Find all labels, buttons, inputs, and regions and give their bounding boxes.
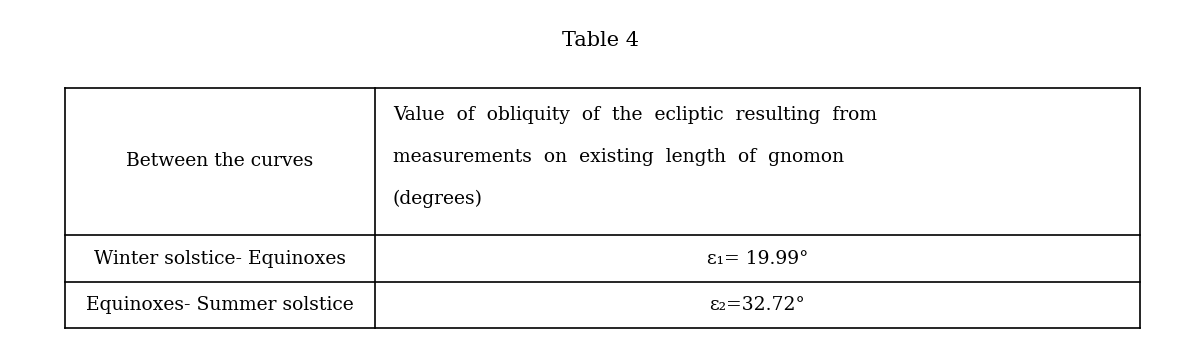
Text: ε₂=32.72°: ε₂=32.72° xyxy=(709,296,805,314)
Text: (degrees): (degrees) xyxy=(394,190,482,208)
Text: Equinoxes- Summer solstice: Equinoxes- Summer solstice xyxy=(86,296,354,314)
Text: ε₁= 19.99°: ε₁= 19.99° xyxy=(707,250,808,268)
Text: Winter solstice- Equinoxes: Winter solstice- Equinoxes xyxy=(94,250,346,268)
Text: Between the curves: Between the curves xyxy=(126,152,313,170)
Text: Table 4: Table 4 xyxy=(562,31,638,50)
Text: Value  of  obliquity  of  the  ecliptic  resulting  from: Value of obliquity of the ecliptic resul… xyxy=(394,106,877,124)
Text: measurements  on  existing  length  of  gnomon: measurements on existing length of gnomo… xyxy=(394,148,844,166)
